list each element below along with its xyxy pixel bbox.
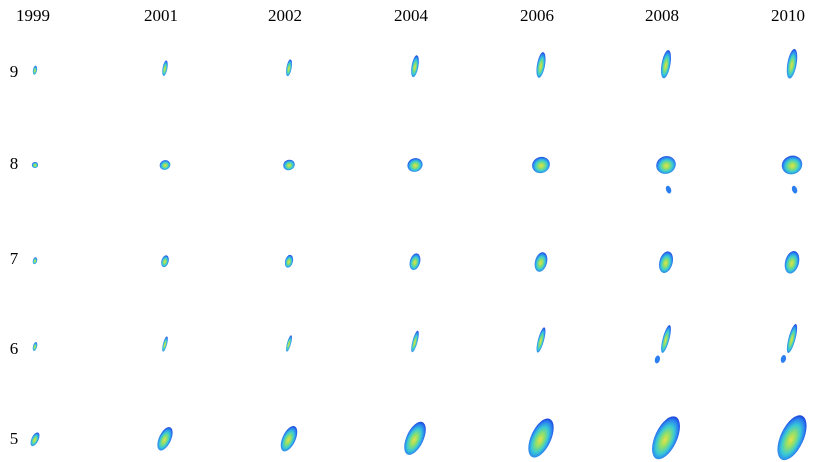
figure: 1999 2001 2002 2004 2006 2008 2010 9 8 7 6 5 [0, 0, 813, 462]
column-header: 2010 [771, 6, 805, 25]
map-blob [533, 251, 550, 273]
blob-shape [785, 323, 799, 354]
row-label: 5 [10, 429, 19, 448]
column-header: 2008 [645, 6, 679, 25]
map-blob [535, 327, 548, 354]
blob-shape [410, 55, 421, 78]
map-blob [771, 411, 812, 462]
blob-shape [657, 250, 675, 275]
map-blob [659, 49, 673, 79]
map-blob [523, 415, 559, 462]
map-blob [654, 324, 673, 365]
blob-shape [530, 154, 552, 175]
blob-shape [659, 324, 673, 353]
map-blob [657, 250, 675, 275]
blob-shape [29, 431, 42, 447]
blob-shape [400, 419, 430, 459]
blob-shape [646, 412, 685, 462]
blob-shape [32, 257, 38, 265]
map-blob [285, 59, 293, 77]
blob-shape [284, 254, 295, 269]
column-header: 1999 [16, 6, 50, 25]
row-label: 8 [10, 154, 19, 173]
blob-fragment [780, 354, 787, 363]
map-blob [785, 48, 799, 79]
blob-shape [32, 65, 38, 75]
map-blob [410, 55, 421, 78]
map-blob [780, 323, 799, 365]
blob-shape [277, 424, 300, 454]
blob-shape [160, 254, 170, 267]
map-blob [782, 249, 801, 275]
blob-shape [771, 411, 812, 462]
column-header: 2002 [268, 6, 302, 25]
map-blob [400, 419, 430, 459]
blob-shape [158, 159, 171, 172]
blob-shape [535, 52, 547, 79]
map-blob [31, 161, 39, 169]
map-blob [405, 156, 424, 174]
map-blob [410, 330, 421, 353]
map-blob [408, 252, 422, 271]
page: {"columns": ["1999", "2001", "2002", "20… [0, 0, 813, 462]
row-label: 6 [10, 339, 19, 358]
map-blob [161, 60, 168, 76]
blob-shape [408, 252, 422, 271]
map-blob [535, 52, 547, 79]
map-blob [646, 412, 685, 462]
blob-shape [535, 327, 548, 354]
blob-shape [285, 59, 293, 77]
blob-shape [782, 249, 801, 275]
row-label: 7 [10, 249, 19, 268]
map-blob [32, 342, 38, 352]
blob-shape [31, 161, 39, 169]
map-blob [32, 257, 38, 265]
blob-shape [282, 158, 297, 172]
blob-shape [32, 342, 38, 352]
map-blob [32, 65, 38, 75]
blob-fragment [665, 185, 672, 194]
blob-shape [405, 156, 424, 174]
column-header: 2006 [520, 6, 554, 25]
blob-shape [161, 60, 168, 76]
blob-shape [779, 153, 805, 177]
map-blob [282, 158, 297, 172]
map-blob [530, 154, 552, 175]
column-header: 2001 [144, 6, 178, 25]
map-blob [160, 254, 170, 267]
blob-shape [285, 335, 293, 352]
blob-fragment [791, 185, 798, 194]
row-label: 9 [10, 62, 19, 81]
blob-shape [659, 49, 673, 79]
map-blob [284, 254, 295, 269]
map-blob [29, 431, 42, 447]
blob-shape [161, 336, 169, 352]
blob-shape [410, 330, 421, 353]
column-header: 2004 [394, 6, 429, 25]
blob-shape [523, 415, 559, 462]
blob-shape [154, 425, 176, 453]
map-blob [285, 335, 293, 352]
map-blob [654, 153, 685, 194]
blob-shape [654, 153, 679, 176]
blob-shape [785, 48, 799, 79]
map-blob [158, 159, 171, 172]
blob-fragment [654, 355, 661, 364]
map-blob [161, 336, 169, 352]
map-blob [779, 153, 811, 195]
map-blob [154, 425, 176, 453]
map-blob [277, 424, 300, 454]
blob-shape [533, 251, 550, 273]
